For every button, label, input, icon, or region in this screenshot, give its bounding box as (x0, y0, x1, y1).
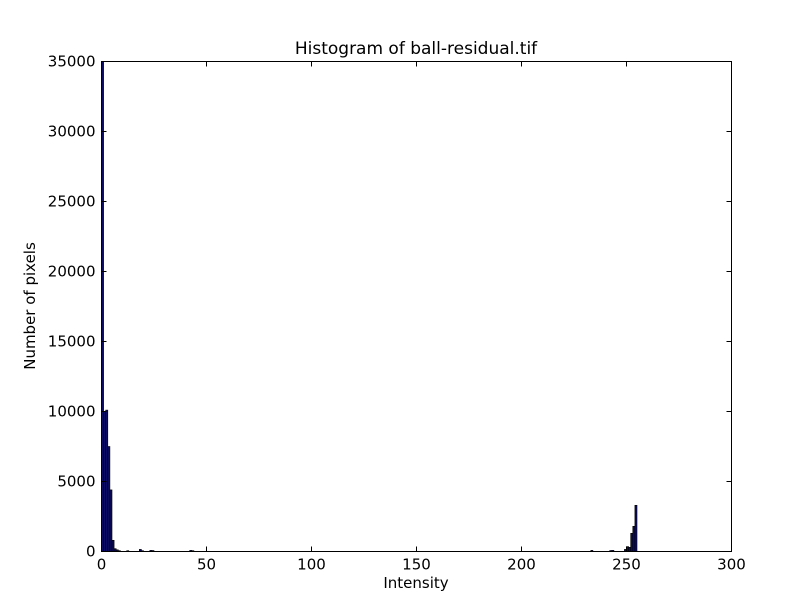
histogram-bar-4 (109, 489, 113, 552)
histogram-bar-3 (107, 446, 111, 552)
x-tick-label-1: 50 (197, 556, 216, 574)
x-tick-label-0: 0 (97, 556, 107, 574)
x-tick-label-5: 250 (612, 556, 641, 574)
y-tick-label-4: 20000 (48, 263, 96, 281)
y-tick-label-3: 15000 (48, 333, 96, 351)
histogram-bar-21 (628, 546, 631, 552)
histogram-bar-23 (632, 525, 636, 552)
y-tick-label-2: 10000 (48, 403, 96, 421)
x-axis-label: Intensity (383, 574, 448, 592)
x-tick-label-4: 200 (507, 556, 536, 574)
y-tick-label-1: 5000 (57, 473, 95, 491)
y-tick-label-6: 30000 (48, 123, 96, 141)
x-axis: 0 50 100 150 200 250 300 (97, 61, 746, 574)
x-tick-label-2: 100 (297, 556, 326, 574)
y-axis: 0 5000 10000 15000 20000 25000 30000 35000 (48, 53, 732, 561)
histogram-bar-22 (630, 532, 634, 552)
histogram-bar-2 (105, 409, 109, 552)
y-axis-label: Number of pixels (21, 242, 39, 370)
chart-title: Histogram of ball-residual.tif (295, 39, 538, 59)
histogram-bar-5 (111, 539, 115, 552)
plot-frame (101, 61, 732, 552)
x-tick-label-3: 150 (402, 556, 431, 574)
bars-group (101, 61, 638, 552)
histogram-bar-24 (634, 504, 638, 552)
x-tick-label-6: 300 (717, 556, 746, 574)
y-tick-label-7: 35000 (48, 53, 96, 71)
y-tick-label-0: 0 (86, 543, 96, 561)
y-tick-label-5: 25000 (48, 193, 96, 211)
